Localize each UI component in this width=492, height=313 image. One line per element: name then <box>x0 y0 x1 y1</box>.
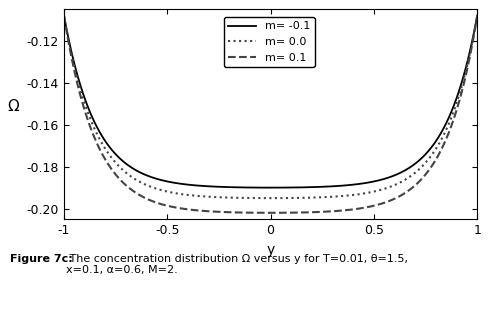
Line: m= -0.1: m= -0.1 <box>64 16 477 187</box>
m= -0.1 <box>462 68 468 72</box>
m= 0.0 <box>387 185 393 189</box>
m= -0.1 <box>262 186 268 189</box>
Y-axis label: Ω: Ω <box>7 99 19 114</box>
Line: m= 0.0: m= 0.0 <box>64 16 477 198</box>
m= -0.1 <box>82 97 88 101</box>
m= 0.0 <box>474 14 480 18</box>
m= 0.0 <box>82 103 88 106</box>
Text: The concentration distribution Ω versus y for T=0.01, θ=1.5,
x=0.1, α=0.6, M=2.: The concentration distribution Ω versus … <box>66 254 408 275</box>
m= -0.1 <box>387 175 393 179</box>
m= 0.0 <box>251 196 257 200</box>
m= 0.1 <box>474 14 480 18</box>
m= 0.0 <box>61 14 67 18</box>
Text: Figure 7c:: Figure 7c: <box>10 254 73 264</box>
m= -0.1 <box>474 14 480 18</box>
m= 0.1 <box>268 211 274 215</box>
m= 0.0 <box>262 196 268 200</box>
m= 0.0 <box>268 196 274 200</box>
m= 0.0 <box>462 70 468 74</box>
X-axis label: y: y <box>267 243 275 257</box>
m= 0.0 <box>462 71 468 75</box>
m= 0.1 <box>82 110 88 113</box>
m= -0.1 <box>268 186 274 189</box>
m= 0.1 <box>462 75 468 79</box>
m= 0.1 <box>462 76 468 80</box>
m= 0.1 <box>387 199 393 203</box>
m= 0.1 <box>61 14 67 18</box>
m= 0.1 <box>262 211 268 215</box>
Legend: m= -0.1, m= 0.0, m= 0.1: m= -0.1, m= 0.0, m= 0.1 <box>224 17 315 67</box>
m= -0.1 <box>462 67 468 71</box>
Line: m= 0.1: m= 0.1 <box>64 16 477 213</box>
m= -0.1 <box>61 14 67 18</box>
m= -0.1 <box>251 186 257 189</box>
m= 0.1 <box>251 211 257 215</box>
